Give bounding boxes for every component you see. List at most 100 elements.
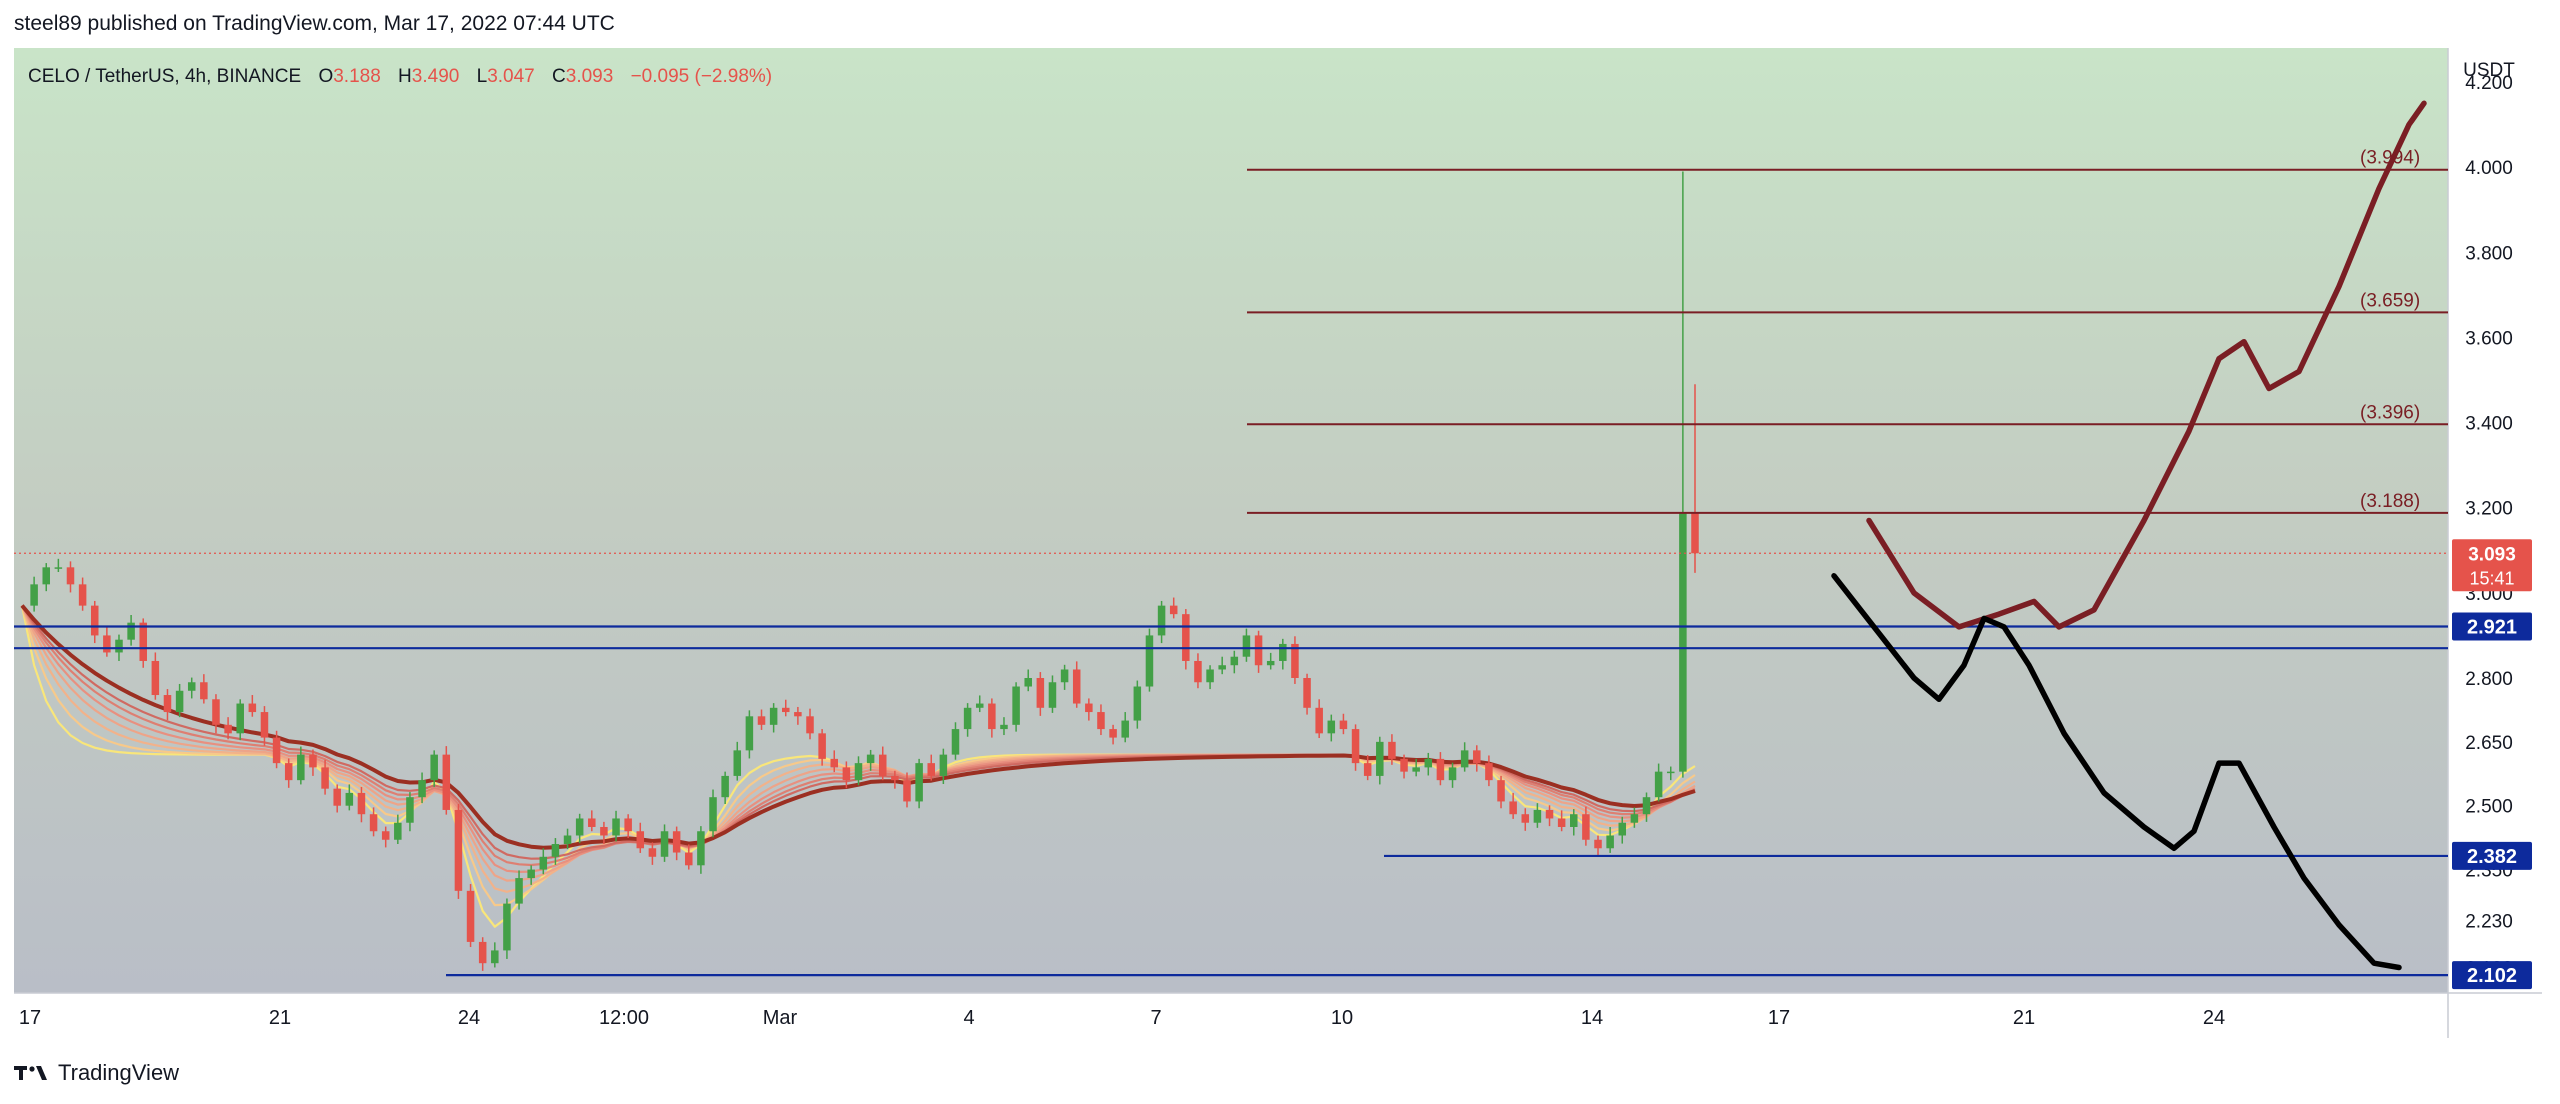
fib-levels[interactable]: (3.994) (3.659) (3.396) (3.188) [1247,148,2448,514]
level-price-label: 2.382 [2467,846,2517,868]
symbol-name: CELO / TetherUS, 4h, BINANCE [28,66,301,87]
countdown-label: 15:41 [2469,568,2514,588]
candle-body [30,584,38,606]
candle-body [66,567,75,585]
time-axis[interactable]: 17 21 24 12:00 Mar 4 7 10 14 17 21 24 [19,1007,2225,1029]
fib-label: (3.188) [2360,491,2420,512]
y-tick-label: 4.200 [2465,73,2513,94]
candle-body [854,763,863,781]
candle-body [1545,809,1554,819]
candle-body [1521,814,1530,823]
horizontal-levels[interactable] [14,625,2448,977]
x-tick-label: 10 [1331,1007,1353,1029]
candle-body [394,822,402,840]
candle-body [1254,635,1263,666]
open-value: 3.188 [333,66,381,87]
candle-body [1218,665,1226,670]
candle-body [563,835,572,845]
candle-body [163,695,172,713]
y-tick-label: 4.000 [2465,158,2513,179]
candle-body [1485,763,1493,781]
candle-body [1036,678,1045,708]
candle-body [527,869,535,879]
last-price-label: 3.093 [2468,544,2516,565]
candle-body [988,703,996,730]
candle-body [1315,707,1323,734]
price-axis[interactable]: USDT4.2004.0003.8003.6003.4003.2003.0002… [2452,60,2532,990]
candle-body [418,780,426,798]
candle-body [1400,758,1408,772]
candle-body [42,567,51,585]
bearish-projection-path [1831,573,2402,971]
candle-body [1242,635,1251,657]
y-tick-label: 3.200 [2465,499,2513,520]
candle-body [430,754,438,781]
candle-body [236,703,244,734]
candle-body [1388,741,1396,759]
candle-body [891,775,899,781]
candle-body [1291,643,1299,678]
candle-body [1157,605,1166,636]
level-price-badge [2452,841,2532,870]
candle-body [1085,703,1093,713]
candle-body [757,716,766,725]
candle-body [1582,814,1590,840]
candle-body [745,716,754,751]
plot-background [14,48,2448,993]
candle-body [1679,512,1687,772]
level-price-badge [2452,961,2532,990]
footer: TradingView [14,1058,179,1088]
candle-body [903,780,911,802]
projection-paths[interactable] [1831,100,2427,971]
candle-body [272,737,281,764]
candle-body [90,605,99,636]
footer-brand[interactable]: TradingView [58,1060,180,1085]
candle-body [1412,767,1420,772]
candle-body [1570,814,1578,827]
candle-body [794,712,802,717]
candle-body [1097,712,1105,730]
candles [14,171,2448,971]
candle-body [1182,614,1190,661]
candle-body [672,831,681,853]
candle-body [442,754,451,810]
candle-body [575,818,584,836]
candle-body [660,831,669,857]
candle-body [551,844,560,857]
candle-body [248,703,257,713]
change-value: −0.095 (−2.98%) [631,66,773,87]
candle-body [115,639,123,653]
candle-body [1460,750,1469,768]
last-price-badge [2452,539,2532,592]
candle-body [284,763,293,781]
tradingview-logo-icon[interactable] [14,1063,50,1083]
candle-body [1436,758,1445,781]
price-chart[interactable]: (3.994) (3.659) (3.396) (3.188) USDT 4.200 4.… [14,48,2542,1038]
x-tick-label: 17 [1768,1007,1790,1029]
candle-body [78,584,87,606]
candle-body [1169,605,1178,615]
candle-body [1473,750,1481,764]
candle-body [1509,801,1517,815]
candle-body [866,754,875,764]
x-tick-label: 14 [1581,1007,1603,1029]
fib-label: (3.659) [2360,290,2420,311]
candle-body [878,754,887,776]
candle-body [187,682,196,691]
candle-body [1666,771,1675,774]
fib-label: (3.396) [2360,402,2420,423]
candle-body [1376,741,1384,776]
candle-body [1072,669,1081,704]
candle-body [1024,678,1032,687]
x-tick-label: 21 [2013,1007,2035,1029]
candle-body [406,797,414,823]
candle-body [1448,767,1457,781]
candle-body [1497,780,1505,802]
x-tick-label: 12:00 [599,1007,649,1029]
axis-unit: USDT [2463,60,2515,81]
candle-body [151,660,160,696]
candle-body [1000,724,1008,730]
candle-body [139,622,147,661]
candle-body [1533,809,1542,823]
